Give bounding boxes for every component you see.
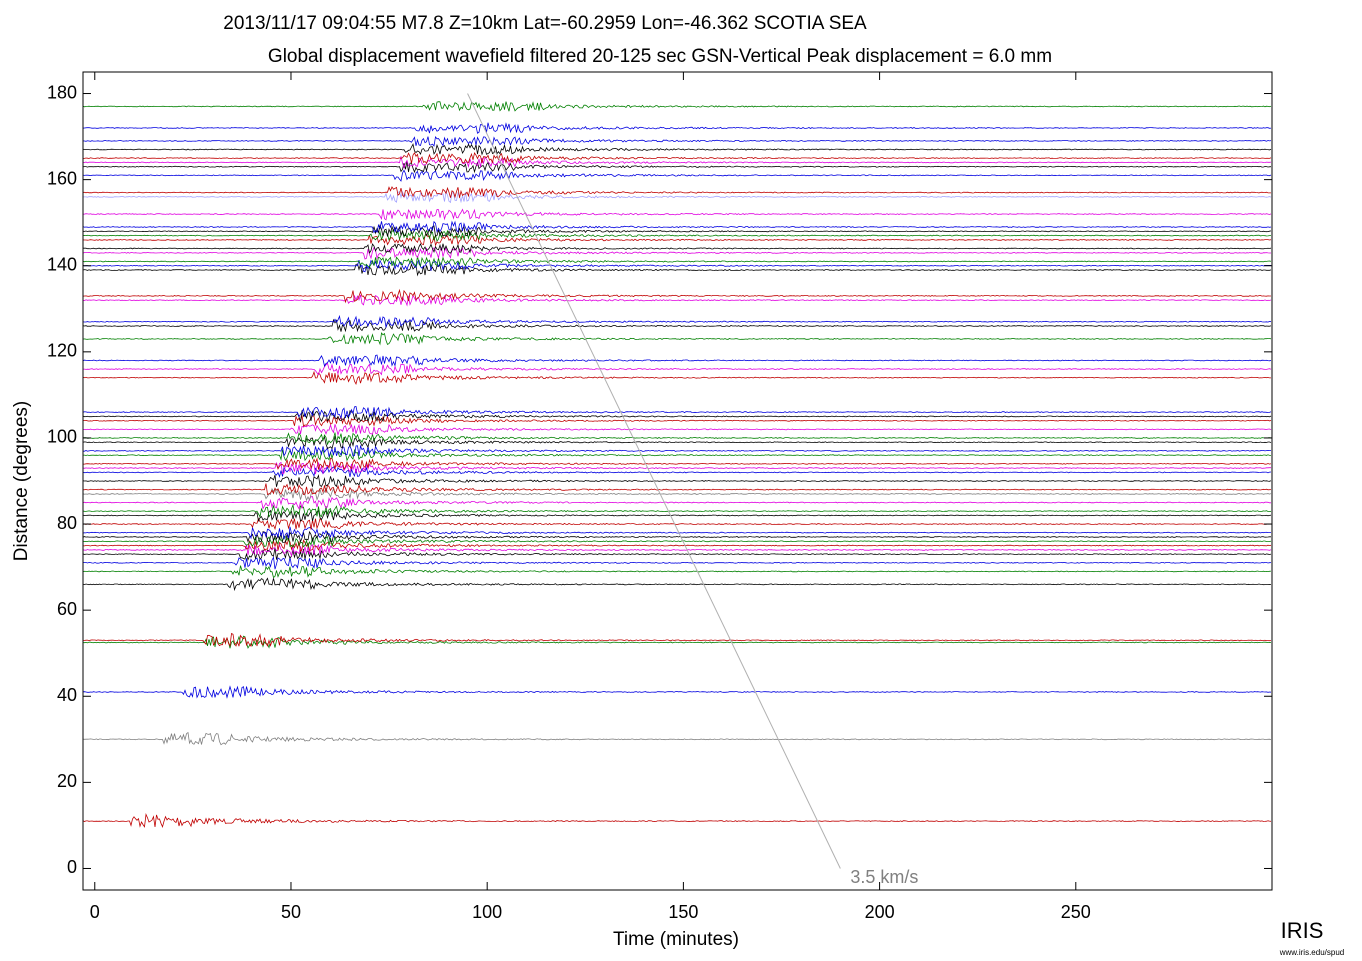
trace [83,406,1272,420]
trace [83,190,1272,204]
trace [83,169,1272,182]
trace [83,487,1272,502]
logo-url: www.iris.edu/spud [1279,948,1344,957]
trace [83,496,1271,510]
y-tick-label: 0 [67,857,77,877]
trace [83,354,1272,368]
trace [83,466,1272,478]
trace [83,156,1272,170]
trace [83,224,1272,238]
trace [83,685,1272,699]
trace [83,101,1272,112]
trace [83,813,1272,829]
trace [83,526,1272,540]
x-axis-label: Time (minutes) [613,929,739,950]
y-tick-label: 60 [57,599,77,619]
trace [83,457,1272,470]
trace [83,435,1272,450]
plot-frame [82,71,1273,891]
trace [83,547,1272,561]
trace [83,543,1272,558]
y-tick-label: 80 [57,513,77,533]
trace [83,161,1272,174]
plot-area [83,93,1272,869]
y-tick-label: 40 [57,685,77,705]
trace [83,288,1271,304]
trace [83,122,1272,134]
x-tick-label: 150 [668,902,698,922]
reference-label: 3.5 km/s [850,867,918,887]
x-tick-label: 50 [281,902,301,922]
y-tick-label: 180 [47,82,77,102]
trace [83,503,1272,518]
y-tick-label: 100 [47,427,77,447]
trace [83,135,1272,147]
y-tick-label: 160 [47,168,77,188]
trace [83,535,1272,549]
trace [83,362,1272,376]
trace [83,259,1271,273]
trace [83,414,1272,427]
trace [83,483,1272,496]
reference-line [467,93,841,869]
trace [83,318,1272,333]
trace [83,577,1272,592]
y-tick-label: 20 [57,771,77,791]
trace [83,632,1272,647]
trace [83,294,1272,307]
trace [83,448,1272,462]
trace [83,565,1272,579]
x-tick-label: 0 [90,902,100,922]
trace [83,233,1272,247]
trace [83,370,1271,385]
trace [83,509,1272,523]
trace [83,262,1272,277]
logo-name: IRIS [1281,918,1324,943]
trace [83,530,1271,544]
trace [83,474,1272,488]
chart-title: 2013/11/17 09:04:55 M7.8 Z=10km Lat=-60.… [223,13,867,34]
trace [83,731,1272,746]
x-tick-label: 100 [472,902,502,922]
trace [83,243,1272,254]
trace [83,423,1272,437]
x-tick-label: 250 [1061,902,1091,922]
trace [83,410,1272,424]
y-tick-label: 140 [47,254,77,274]
trace [83,461,1271,475]
trace [83,151,1272,164]
trace [83,539,1272,553]
trace [83,246,1271,260]
trace [83,444,1272,458]
chart-subtitle: Global displacement wavefield filtered 2… [268,46,1052,67]
trace [83,556,1272,570]
trace [83,432,1272,446]
trace [83,143,1272,156]
trace [83,229,1271,242]
trace [83,332,1272,346]
trace [83,635,1272,649]
trace [83,256,1272,268]
trace [83,208,1272,221]
trace [83,517,1272,531]
trace [83,220,1272,234]
trace [83,186,1271,199]
y-axis-label: Distance (degrees) [11,401,32,562]
y-tick-label: 120 [47,341,77,361]
trace [83,314,1272,329]
x-tick-label: 200 [865,902,895,922]
